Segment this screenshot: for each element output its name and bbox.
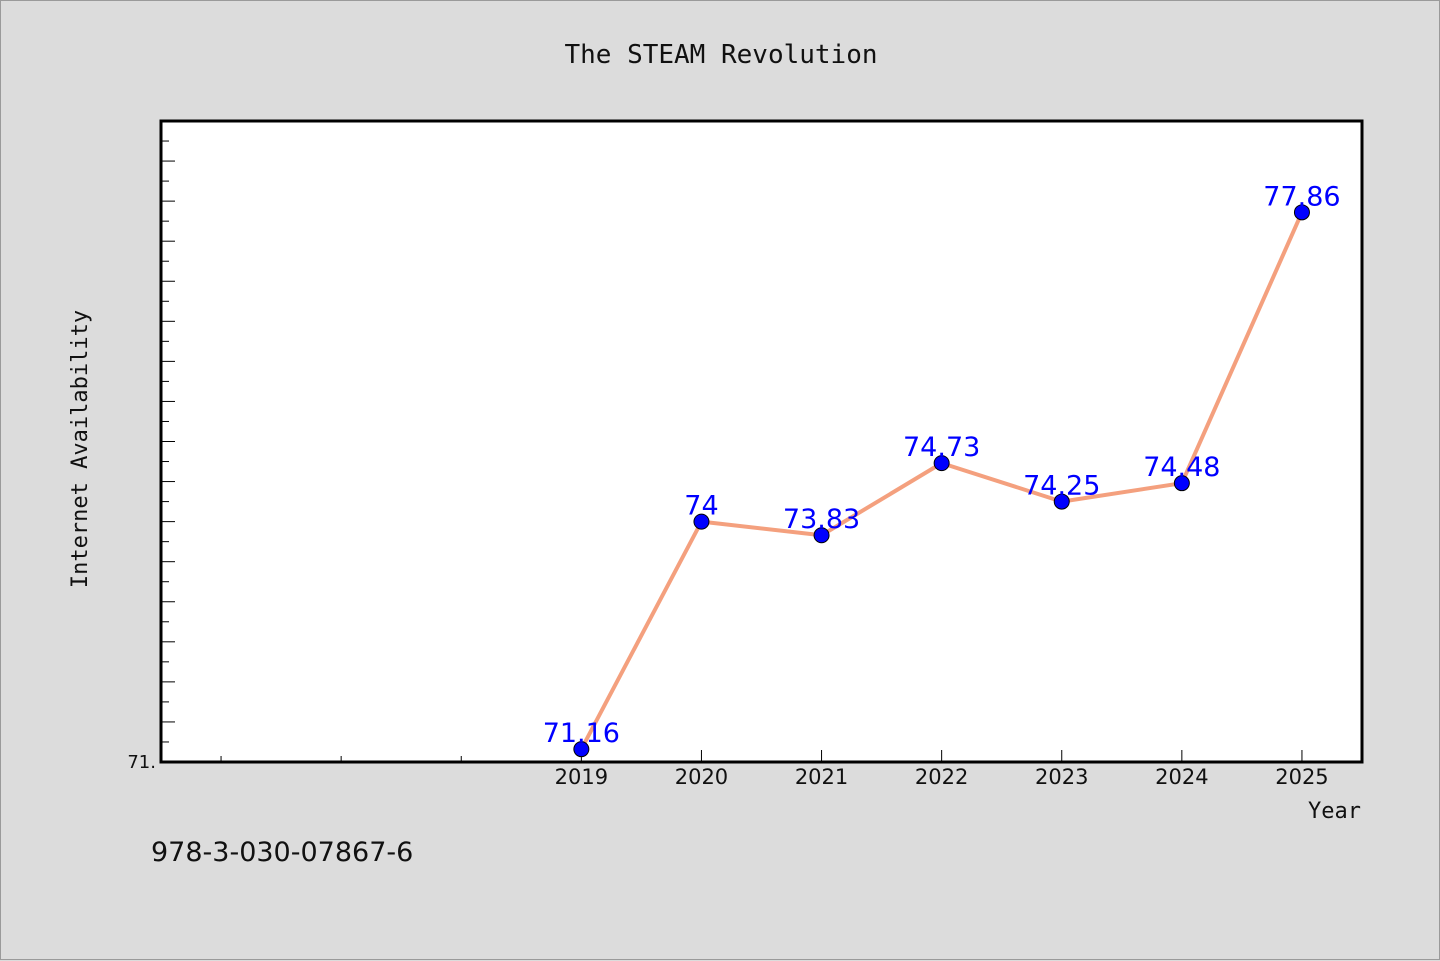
plot-area xyxy=(159,119,1364,764)
x-tick-label: 2021 xyxy=(795,765,848,789)
y-tick-label: 71. xyxy=(127,752,156,773)
data-point xyxy=(813,527,830,544)
x-tick-label: 2022 xyxy=(915,765,968,789)
x-tick-label: 2025 xyxy=(1275,765,1328,789)
x-tick-labels: 2019 2020 2021 2022 2023 2024 2025 xyxy=(555,765,1329,789)
data-point xyxy=(573,741,590,758)
data-label: 73.83 xyxy=(783,504,860,535)
data-point xyxy=(1293,204,1310,221)
data-label: 77.86 xyxy=(1263,181,1340,212)
data-label: 74.25 xyxy=(1023,471,1100,502)
data-point xyxy=(933,455,950,472)
x-tick-label: 2019 xyxy=(555,765,608,789)
x-tick-label: 2023 xyxy=(1035,765,1088,789)
x-axis-label: Year xyxy=(1308,799,1361,824)
chart-title: The STEAM Revolution xyxy=(564,40,877,70)
data-point xyxy=(693,513,710,530)
x-tick-label: 2020 xyxy=(675,765,728,789)
data-point xyxy=(1173,475,1190,492)
data-point xyxy=(1053,493,1070,510)
data-label: 71.16 xyxy=(543,718,620,749)
data-label: 74 xyxy=(684,491,718,522)
data-label: 74.48 xyxy=(1143,452,1220,483)
x-tick-label: 2024 xyxy=(1155,765,1208,789)
y-axis-ticks xyxy=(161,140,175,743)
data-points xyxy=(573,204,1310,758)
footer-id: 978-3-030-07867-6 xyxy=(151,837,414,868)
y-axis-label: Internet Availability xyxy=(68,310,93,588)
data-labels: 71.16 74 73.83 74.73 74.25 74.48 77.86 xyxy=(543,181,1341,749)
data-label: 74.73 xyxy=(903,432,980,463)
